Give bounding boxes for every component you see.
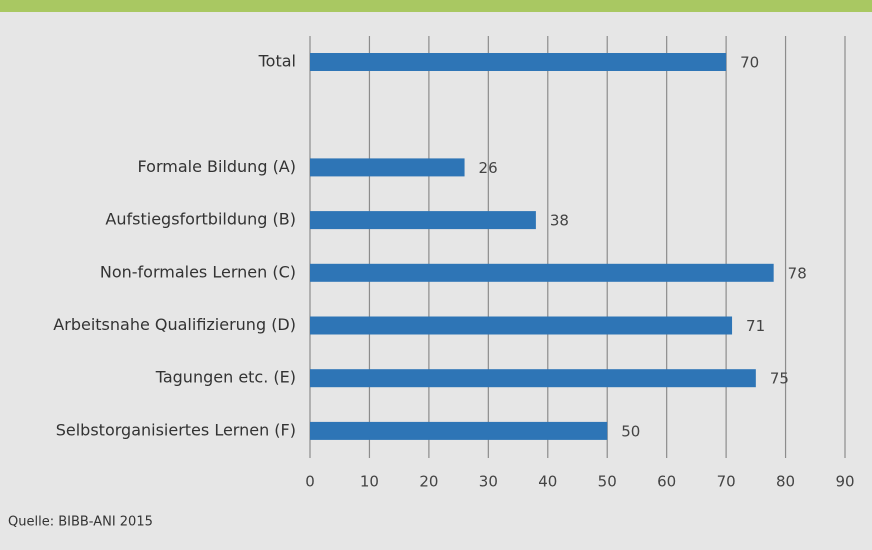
bar (310, 369, 756, 388)
value-label: 26 (479, 159, 498, 177)
source: Quelle: BIBB-ANI 2015 (8, 515, 153, 530)
x-tick-label: 70 (717, 473, 736, 491)
x-tick-label: 0 (305, 473, 315, 491)
bar (310, 263, 774, 282)
top-band (0, 0, 872, 12)
y-tick-label: Tagungen etc. (E) (155, 368, 296, 387)
y-tick-label: Formale Bildung (A) (138, 157, 296, 176)
value-label: 71 (746, 317, 765, 335)
x-tick-label: 50 (598, 473, 617, 491)
y-tick-label: Selbstorganisiertes Lernen (F) (56, 420, 296, 439)
x-tick-label: 20 (419, 473, 438, 491)
x-tick-label: 90 (835, 473, 854, 491)
x-tick-label: 30 (479, 473, 498, 491)
bar (310, 421, 608, 440)
value-label: 50 (621, 422, 640, 440)
bar (310, 53, 727, 71)
x-tick-label: 80 (776, 473, 795, 491)
x-tick-label: 10 (360, 473, 379, 491)
y-tick-label: Non-formales Lernen (C) (100, 262, 296, 281)
y-tick-label: Aufstiegsfortbildung (B) (105, 210, 296, 229)
value-label: 75 (770, 370, 789, 388)
bar (310, 158, 465, 177)
y-tick-label: Arbeitsnahe Qualifizierung (D) (53, 315, 296, 334)
value-label: 78 (788, 264, 807, 282)
x-tick-label: 40 (538, 473, 557, 491)
value-label: 38 (550, 212, 569, 230)
x-tick-label: 60 (657, 473, 676, 491)
y-tick-label: Total (258, 52, 296, 71)
bar (310, 211, 536, 230)
bar (310, 316, 733, 335)
value-label: 70 (740, 54, 759, 72)
